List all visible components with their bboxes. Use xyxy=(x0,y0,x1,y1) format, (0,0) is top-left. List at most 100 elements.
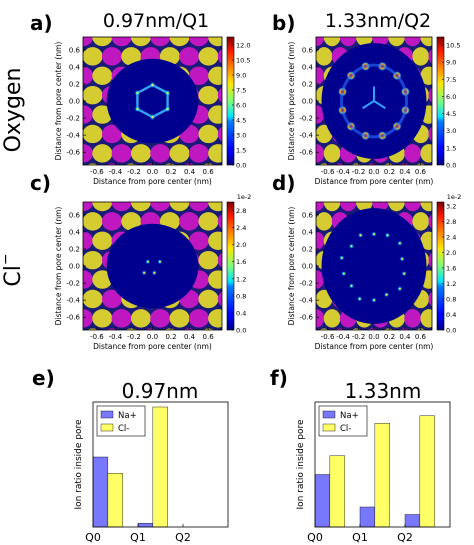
legend-label: Na+ xyxy=(118,411,137,421)
lattice-atom xyxy=(188,202,209,212)
lattice-atom xyxy=(247,309,267,327)
y-axis-label: Distance from pore center (nm) xyxy=(54,207,63,326)
legend-label: Cl- xyxy=(118,424,129,434)
x-tick-label: Q2 xyxy=(397,531,413,544)
density-hotspot xyxy=(401,270,407,277)
lattice-atom xyxy=(453,348,470,366)
lattice-atom xyxy=(404,144,422,163)
colorbar-c: 2.8 2.4 2.0 1.6 1.2 0.8 0.4 0.0 1e-2 xyxy=(226,193,251,335)
lattice-atom xyxy=(83,212,103,231)
x-tick-label: -0.6 xyxy=(321,168,335,176)
lattice-atom xyxy=(247,67,267,85)
lattice-atom xyxy=(92,270,113,289)
lattice-atom xyxy=(256,251,276,269)
lattice-atom xyxy=(188,309,209,328)
lattice-atom xyxy=(188,144,209,163)
lattice-atom xyxy=(92,231,113,251)
lattice-atom xyxy=(208,144,222,163)
lattice-atom xyxy=(217,126,222,142)
density-hotspot xyxy=(157,259,163,265)
plot-frame xyxy=(92,401,229,528)
lattice-atom xyxy=(121,212,142,231)
bar-cl-q1 xyxy=(374,423,390,528)
colorbar-tick-label: 0.0 xyxy=(446,162,456,170)
x-tick-label: 0.6 xyxy=(203,333,215,341)
lattice-atom xyxy=(323,37,341,47)
lattice-atom xyxy=(316,37,325,47)
y-tick-label: -0.2 xyxy=(299,115,313,123)
x-axis-label: Distance from pore center (nm) xyxy=(315,177,434,186)
colorbar-tick-label: 9.0 xyxy=(446,59,456,67)
bar-plot-e: Q0 Q1 Q2 Ion ratio inside pore Na+ Cl- xyxy=(74,401,229,544)
lattice-atom xyxy=(208,202,222,212)
legend-label: Na+ xyxy=(340,411,359,421)
bar-cl-q1 xyxy=(152,406,168,528)
colorbar-tick-label: 7.5 xyxy=(446,76,456,84)
map-content xyxy=(316,37,474,165)
colorbar-tick-label: 1.5 xyxy=(446,144,456,152)
lattice-atom xyxy=(83,289,103,309)
x-tick-label: 0.4 xyxy=(184,168,196,176)
lattice-atom xyxy=(198,124,219,144)
lattice-atom xyxy=(83,202,94,212)
density-hotspot xyxy=(149,81,156,88)
lattice-atom xyxy=(83,105,94,124)
colorbar-tick-label: 0.8 xyxy=(236,292,246,300)
density-hotspot xyxy=(357,296,363,302)
colorbar-tick-label: 1.2 xyxy=(446,280,456,288)
lattice-atom xyxy=(217,291,222,307)
lattice-atom xyxy=(83,8,103,26)
density-hotspot xyxy=(149,114,156,121)
colorbar-tick-label: 0.0 xyxy=(236,162,246,170)
lattice-atom xyxy=(316,309,325,328)
lattice-atom xyxy=(54,348,74,366)
bar-cl-q0 xyxy=(107,473,123,528)
y-tick-label: 0.2 xyxy=(69,80,80,88)
x-tick-label: 0.6 xyxy=(203,168,215,176)
lattice-atom xyxy=(428,291,432,307)
lattice-atom xyxy=(461,47,474,65)
chart-title-e: 0.97nm xyxy=(122,379,199,403)
lattice-atom xyxy=(256,125,276,143)
density-hotspot xyxy=(357,232,364,238)
density-arm xyxy=(373,100,386,110)
x-tick-label: -0.4 xyxy=(109,168,123,176)
y-tick-label: 0.0 xyxy=(302,263,313,271)
lattice-atom xyxy=(150,309,171,328)
x-axis-label: Distance from pore center (nm) xyxy=(93,177,212,186)
colorbar-tick-label: 6.0 xyxy=(446,93,456,101)
x-tick-label: Q2 xyxy=(175,531,191,544)
lattice-atom xyxy=(461,290,474,308)
colorbar-tick-label: 2.4 xyxy=(236,224,246,232)
bar-plot-f: Q0 Q1 Q2 Ion ratio inside pore Na+ Cl- xyxy=(296,401,451,544)
lattice-atom xyxy=(83,66,94,86)
y-tick-label: -0.6 xyxy=(66,149,80,157)
chart-title-f: 1.33nm xyxy=(345,379,422,403)
colorbar-tick-label: 2.8 xyxy=(236,207,246,215)
lattice-atom xyxy=(404,309,422,328)
y-tick-label: -0.6 xyxy=(299,149,313,157)
y-axis-label: Distance from pore center (nm) xyxy=(54,42,63,161)
lattice-atom xyxy=(404,202,422,212)
panel-d-chloride-133: d) -0.6 -0.4 -0.2 0.0 0.2 0.4 0.60.60.40.20.0-… xyxy=(272,171,474,366)
density-arm xyxy=(362,100,375,110)
lattice-atom xyxy=(461,212,474,230)
map-content xyxy=(292,202,474,366)
x-axis-label: Distance from pore center (nm) xyxy=(315,342,434,351)
row-label-oxygen: Oxygen xyxy=(1,68,26,153)
panel-b-oxygen-133: b) 1.33nm/Q2 -0.6 -0.4 -0.2 0.0 0.2 0.4 0.60.6… xyxy=(272,10,474,186)
plot-frame xyxy=(314,401,451,528)
colorbar-tick-label: 1.2 xyxy=(236,275,246,283)
lattice-atom xyxy=(208,66,222,86)
lattice-atom xyxy=(111,144,132,163)
lattice-atom xyxy=(208,270,222,289)
colorbar-tick-label: 12.0 xyxy=(236,42,250,50)
lattice-atom xyxy=(292,348,309,366)
lattice-atom xyxy=(428,213,432,229)
map-content xyxy=(54,202,276,366)
colorbar-b: 10.5 9.0 7.5 6.0 4.5 3.0 1.5 0.0 xyxy=(436,36,460,170)
lattice-atom xyxy=(428,87,432,103)
colorbar-exponent: 1e-2 xyxy=(447,193,462,201)
y-tick-label: 0.4 xyxy=(69,228,81,236)
lattice-atom xyxy=(316,212,333,231)
